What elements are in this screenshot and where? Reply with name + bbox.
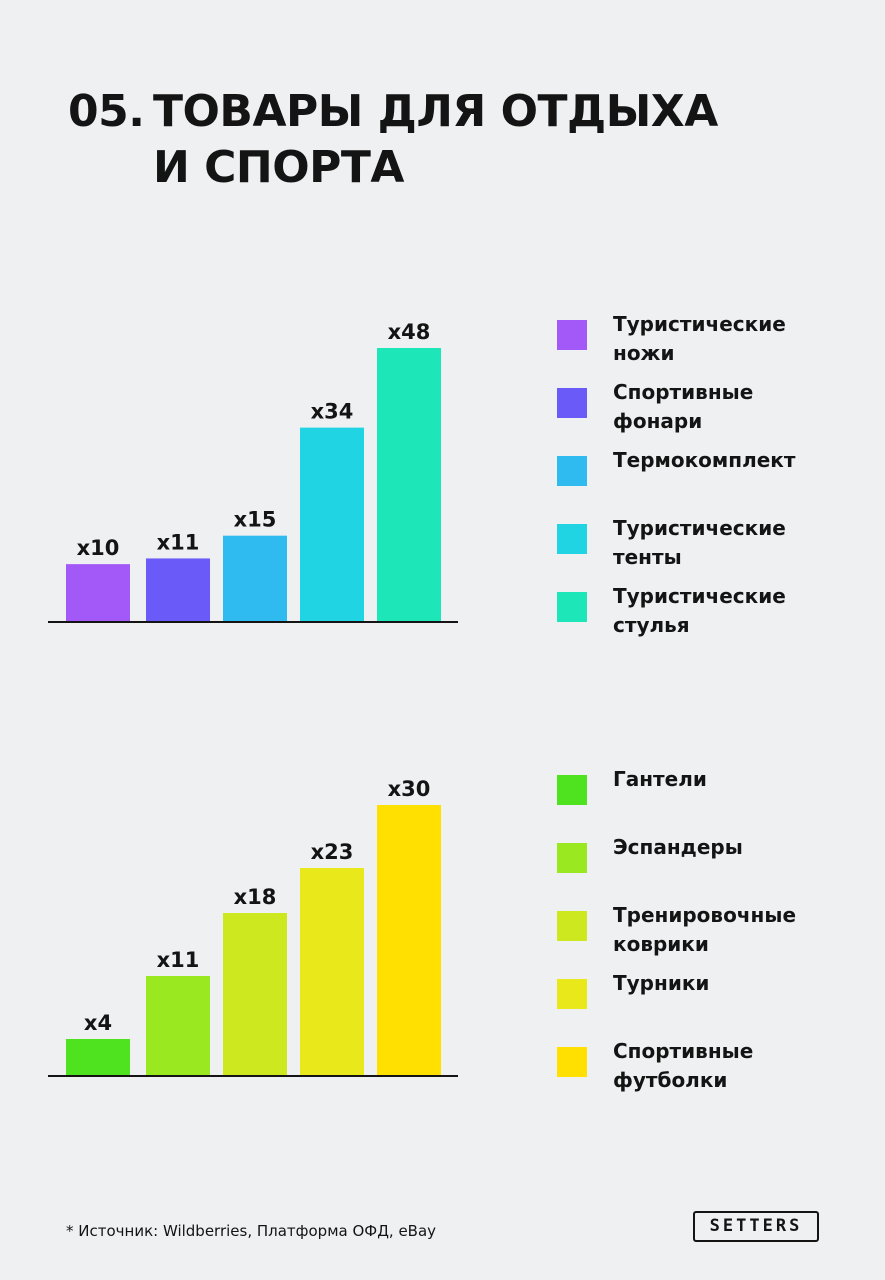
title-line-2: И СПОРТА xyxy=(153,142,404,193)
legend-label: Туристические тенты xyxy=(613,516,786,569)
bar-value-label: x11 xyxy=(157,948,200,972)
legend-label: Турники xyxy=(613,971,710,995)
bar-5 xyxy=(377,805,441,1075)
bar-value-label: x10 xyxy=(77,536,120,560)
bar-5 xyxy=(377,348,441,621)
legend-swatch xyxy=(557,979,587,1009)
legend-label: Туристические ножи xyxy=(613,312,786,365)
page-title: 05. ТОВАРЫ ДЛЯ ОТДЫХА И СПОРТА xyxy=(68,84,718,196)
bar-value-label: x23 xyxy=(311,840,354,864)
bar-3 xyxy=(223,535,287,621)
chart-recreation-goods-plot: x10 x11 x15 x34 x48 xyxy=(48,320,458,623)
legend-swatch xyxy=(557,388,587,418)
setters-logo: SETTERS xyxy=(693,1211,819,1242)
legend-label: Термокомплект xyxy=(613,448,796,472)
legend-swatch xyxy=(557,456,587,486)
source-footnote: * Источник: Wildberries, Платформа ОФД, … xyxy=(66,1222,437,1240)
bar-4 xyxy=(300,427,364,621)
legend-swatch xyxy=(557,775,587,805)
legend-label: Спортивные фонари xyxy=(613,380,754,433)
legend-label: Эспандеры xyxy=(613,835,743,859)
bar-value-label: x34 xyxy=(311,400,354,424)
bar-value-label: x48 xyxy=(388,320,431,344)
legend-swatch xyxy=(557,592,587,622)
legend-swatch xyxy=(557,843,587,873)
legend-swatch xyxy=(557,524,587,554)
bar-value-label: x11 xyxy=(157,530,200,554)
bar-1 xyxy=(66,1039,130,1075)
bar-value-label: x15 xyxy=(234,508,277,532)
title-number: 05. xyxy=(68,86,145,137)
legend-swatch xyxy=(557,320,587,350)
legend-label: Туристические стулья xyxy=(613,584,786,637)
bar-4 xyxy=(300,868,364,1075)
bar-3 xyxy=(223,913,287,1075)
legend-swatch xyxy=(557,1047,587,1077)
chart-sports-goods-plot: x4 x11 x18 x23 x30 xyxy=(48,777,458,1077)
bar-value-label: x18 xyxy=(234,885,277,909)
legend-label: Гантели xyxy=(613,767,707,791)
legend-label: Спортивные футболки xyxy=(613,1039,754,1092)
legend-label: Тренировочные коврики xyxy=(613,903,797,956)
title-line-1: ТОВАРЫ ДЛЯ ОТДЫХА xyxy=(153,86,718,137)
bar-1 xyxy=(66,564,130,621)
bar-value-label: x30 xyxy=(388,777,431,801)
bar-value-label: x4 xyxy=(84,1011,112,1035)
bar-2 xyxy=(146,558,210,621)
bar-2 xyxy=(146,976,210,1075)
legend-swatch xyxy=(557,911,587,941)
